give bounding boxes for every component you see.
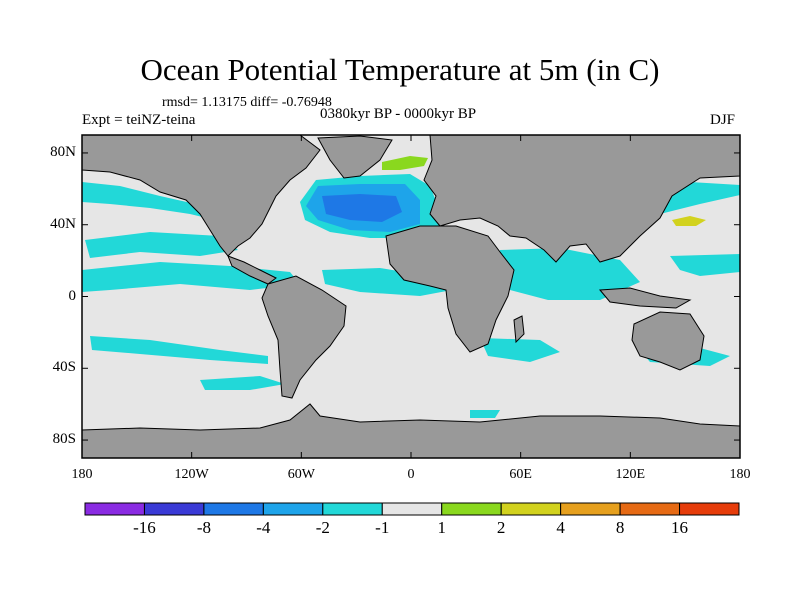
anomaly-n-atlantic-strong	[322, 194, 402, 222]
land-australia	[631, 311, 705, 371]
colorbar-swatch	[441, 502, 502, 516]
anomaly-south-indian	[480, 338, 560, 362]
land-north-america	[82, 135, 321, 257]
land-africa	[385, 225, 515, 353]
stat-line: rmsd= 1.13175 diff= -0.76948	[162, 95, 332, 110]
colorbar-label: -8	[196, 518, 211, 537]
x-tick-label: 180	[729, 467, 751, 482]
map-field	[82, 135, 740, 458]
land-masses	[82, 135, 740, 458]
x-tick-label: 120E	[615, 467, 646, 482]
colorbar-swatch	[262, 502, 324, 516]
anomaly-w-pacific-tropical	[670, 254, 740, 276]
land-central-america	[227, 255, 277, 285]
land-indonesia	[598, 287, 692, 309]
anomaly-s-pacific-2	[200, 376, 285, 390]
y-tick-label: 40S	[52, 359, 76, 376]
anomaly-n-pacific	[82, 182, 220, 220]
colorbar-swatch	[143, 502, 205, 516]
x-tick-label: 60E	[509, 467, 532, 482]
colorbar-swatch	[203, 502, 264, 516]
colorbar-label: -2	[315, 518, 330, 537]
land-madagascar	[513, 315, 525, 344]
land-south-america	[261, 275, 347, 399]
colorbar-label: 2	[496, 518, 506, 537]
anomaly-s-ocean	[470, 410, 500, 418]
colorbar	[84, 502, 740, 516]
anomaly-tropical-pacific-n	[85, 232, 238, 258]
colorbar-label: 8	[615, 518, 625, 537]
land-eurasia	[423, 135, 740, 263]
y-tick-label: 80S	[52, 431, 76, 448]
anomaly-s-pacific	[90, 336, 268, 364]
y-tick-label: 40N	[50, 215, 76, 232]
colorbar-swatch	[679, 502, 740, 516]
x-tick-label: 120W	[174, 467, 209, 482]
colorbar-swatch	[84, 502, 145, 516]
colorbar-label: 1	[437, 518, 446, 537]
colorbar-label: -1	[375, 518, 390, 537]
anomaly-nw-pacific	[672, 216, 706, 226]
anomaly-greenland-sea	[382, 156, 428, 170]
x-tick-label: 60W	[287, 467, 315, 482]
colorbar-label: -16	[133, 518, 156, 537]
colorbar-swatch	[560, 502, 621, 516]
x-tick-label: 180	[71, 467, 93, 482]
y-tick-marks	[82, 152, 740, 441]
colorbar-swatch	[322, 502, 383, 516]
experiment-label: Expt = teiNZ-teina	[82, 112, 196, 128]
x-tick-label: 0	[407, 467, 415, 482]
colorbar-swatch	[619, 502, 681, 516]
land-greenland	[317, 135, 393, 179]
colorbar-swatch	[381, 502, 443, 516]
land-antarctica	[82, 403, 740, 458]
y-tick-label: 0	[68, 287, 77, 304]
colorbar-label: 16	[671, 518, 689, 537]
y-tick-label: 80N	[50, 143, 76, 160]
colorbar-swatch	[500, 502, 562, 516]
period-label: 0380kyr BP - 0000kyr BP	[320, 106, 477, 122]
season-label: DJF	[710, 112, 736, 128]
colorbar-label: 4	[556, 518, 565, 537]
x-tick-marks	[81, 135, 741, 458]
chart-title: Ocean Potential Temperature at 5m (in C)	[140, 52, 660, 87]
colorbar-label: -4	[256, 518, 271, 537]
